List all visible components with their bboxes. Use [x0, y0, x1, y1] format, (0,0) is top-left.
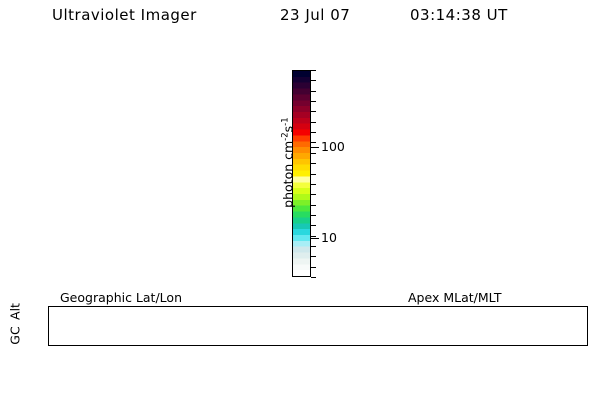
geographic-caption: Geographic Lat/Lon	[60, 290, 182, 305]
colorbar-tick	[311, 142, 316, 144]
observation-date: 23 Jul 07	[280, 6, 351, 24]
colorbar-tick	[311, 245, 316, 247]
colorbar-unit-mid: s	[280, 125, 296, 133]
colorbar-tick	[311, 204, 316, 206]
mlt-caption: Apex MLat/MLT	[408, 290, 502, 305]
colorbar-tick	[311, 194, 316, 196]
orbit-frame	[48, 306, 588, 346]
colorbar-tick	[311, 111, 316, 113]
colorbar-major-tick	[311, 237, 319, 239]
polar-mlt-panel[interactable]	[336, 48, 596, 293]
colorbar-tick	[311, 183, 316, 185]
colorbar-tick	[311, 163, 316, 165]
page-title: Ultraviolet Imager	[52, 6, 197, 24]
colorbar-tick	[311, 152, 316, 154]
colorbar-tick	[311, 235, 316, 237]
colorbar-tick-label: 10	[321, 229, 337, 245]
orbit-altitude-strip[interactable]	[48, 306, 588, 346]
colorbar-tick	[311, 90, 316, 92]
colorbar-group: photon cm-2s-1 100 10	[268, 60, 345, 290]
status-bar	[0, 366, 600, 400]
colorbar-tick	[311, 256, 316, 258]
colorbar-tick	[311, 101, 316, 103]
colorbar-gradient	[292, 70, 311, 277]
colorbar-tick	[311, 214, 316, 216]
colorbar-axis-title: photon cm-2s-1	[280, 88, 295, 238]
colorbar-unit-main: photon cm	[280, 140, 296, 208]
colorbar-major-tick	[311, 146, 319, 148]
polar-dial[interactable]	[336, 48, 596, 293]
colorbar-tick	[311, 277, 316, 278]
orbit-y-label-bottom: GC	[7, 326, 23, 345]
colorbar-tick	[311, 132, 316, 134]
colorbar-unit-exp1: -2	[280, 132, 291, 141]
auroral-image-panel[interactable]	[8, 48, 270, 293]
header-bar: Ultraviolet Imager 23 Jul 07 03:14:38 UT	[0, 6, 600, 32]
colorbar-ticks	[311, 70, 319, 278]
colorbar-tick	[311, 225, 316, 227]
colorbar-tick-label: 100	[321, 138, 345, 154]
colorbar-tick	[311, 70, 316, 71]
colorbar-tick	[311, 121, 316, 123]
observation-time: 03:14:38 UT	[410, 6, 508, 24]
colorbar-tick	[311, 266, 316, 268]
auroral-image[interactable]	[8, 48, 270, 293]
colorbar-tick	[311, 173, 316, 175]
orbit-y-axis-label: Alt GC	[4, 300, 26, 346]
colorbar-unit-exp2: -1	[280, 117, 291, 126]
colorbar-tick	[311, 80, 316, 82]
